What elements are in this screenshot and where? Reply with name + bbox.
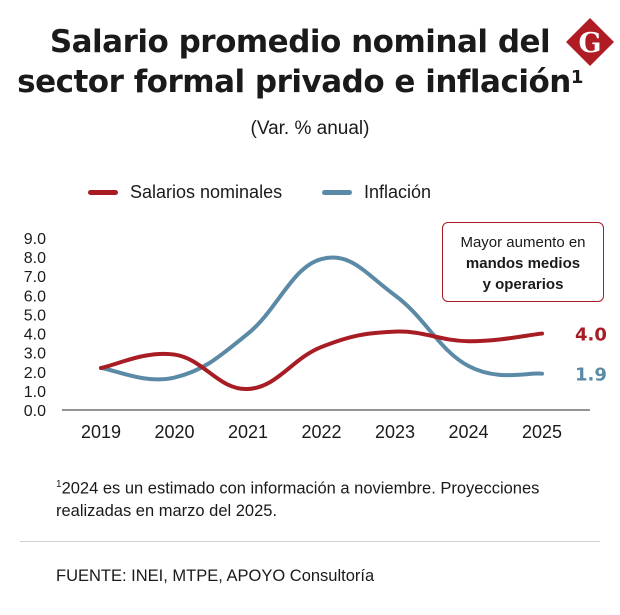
callout-line-1: Mayor aumento en <box>460 234 586 251</box>
brand-logo-icon: G <box>566 18 614 66</box>
end-labels: 1.9 4.0 <box>575 325 607 386</box>
y-tick-label: 6.0 <box>24 288 46 305</box>
legend-label-salarios: Salarios nominales <box>130 182 283 202</box>
x-tick-label: 2020 <box>154 422 194 442</box>
y-tick-label: 9.0 <box>24 231 46 248</box>
chart-title: Salario promedio nominal del sector form… <box>0 22 600 102</box>
y-tick-label: 0.0 <box>24 403 46 420</box>
annotation-callout: Mayor aumento en mandos medios y operari… <box>442 222 604 302</box>
x-tick-label: 2019 <box>81 422 121 442</box>
source-note: FUENTE: INEI, MTPE, APOYO Consultoría <box>56 567 375 585</box>
y-tick-label: 5.0 <box>24 307 46 324</box>
title-footnote-mark: 1 <box>570 67 584 88</box>
y-tick-label: 8.0 <box>24 250 46 267</box>
chart-legend: Salarios nominales Inflación <box>0 182 620 206</box>
y-tick-label: 3.0 <box>24 346 46 363</box>
x-tick-label: 2025 <box>522 422 562 442</box>
footnote: 12024 es un estimado con información a n… <box>56 474 596 522</box>
line-chart: 9.08.07.06.05.04.03.02.01.00.0 2019 2020 2… <box>24 231 607 442</box>
footnote-mark: 1 <box>56 479 62 490</box>
logo-letter: G <box>578 28 601 59</box>
legend-label-inflacion: Inflación <box>364 182 432 202</box>
divider <box>20 541 600 542</box>
title-line-1: Salario promedio nominal del <box>49 24 551 60</box>
title-line-2: sector formal privado e inflación1 <box>0 62 600 102</box>
x-tick-label: 2022 <box>301 422 341 442</box>
legend-swatch-inflacion <box>322 190 352 195</box>
x-tick-label: 2024 <box>448 422 488 442</box>
y-tick-label: 4.0 <box>24 327 46 344</box>
chart-subtitle: (Var. % anual) <box>250 118 370 139</box>
y-tick-label: 2.0 <box>24 365 46 382</box>
end-label-inflacion: 1.9 <box>575 365 607 386</box>
legend-item-inflacion: Inflación <box>322 182 431 203</box>
x-tick-label: 2023 <box>375 422 415 442</box>
y-tick-label: 7.0 <box>24 269 46 286</box>
legend-swatch-salarios <box>88 190 118 195</box>
callout-line-3: y operarios <box>482 276 564 293</box>
series-line-salarios <box>99 329 544 391</box>
chart-series <box>99 255 544 391</box>
callout-line-2: mandos medios <box>465 255 581 272</box>
legend-item-salarios: Salarios nominales <box>88 182 282 203</box>
footnote-text: 2024 es un estimado con información a no… <box>56 479 540 520</box>
y-axis: 9.0 8.0 7.0 6.0 5.0 4.0 3.0 2.0 1.0 0.0 <box>24 231 46 420</box>
y-tick-label: 1.0 <box>24 384 46 401</box>
end-label-salarios: 4.0 <box>575 325 607 346</box>
x-tick-label: 2021 <box>228 422 268 442</box>
x-axis: 2019 2020 2021 2022 2023 2024 2025 <box>62 409 590 442</box>
title-line-2-text: sector formal privado e inflación <box>17 64 571 100</box>
